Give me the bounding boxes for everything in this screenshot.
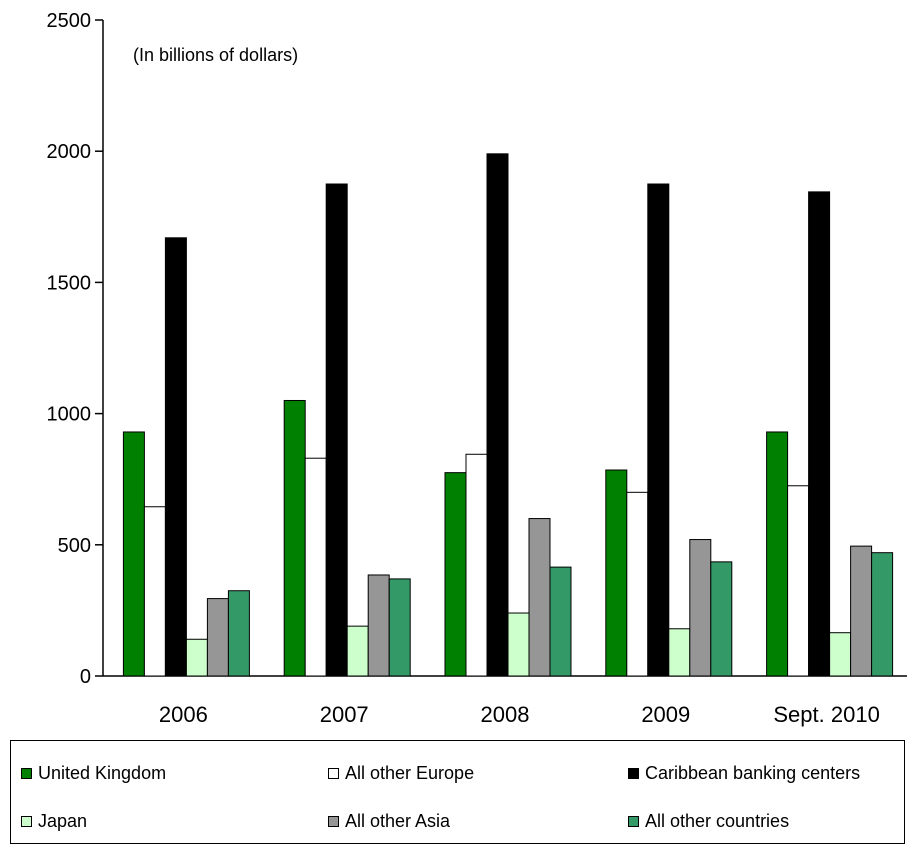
legend-swatch (328, 816, 339, 827)
legend-label: United Kingdom (38, 763, 167, 783)
bar (185, 638, 208, 677)
units-note: (In billions of dollars) (133, 45, 298, 65)
bar (486, 153, 509, 677)
bar (206, 598, 229, 677)
bar (647, 183, 670, 677)
legend-item: Caribbean banking centers (628, 763, 860, 784)
bar (444, 472, 467, 677)
legend-label: Japan (38, 811, 88, 831)
bar (605, 469, 628, 677)
legend: United Kingdom All other Europe Caribbean … (10, 740, 905, 844)
legend-label: All other countries (645, 811, 790, 831)
bar (871, 552, 894, 677)
legend-swatch (628, 768, 639, 779)
bar (626, 491, 649, 677)
legend-item: United Kingdom (21, 763, 166, 784)
bar (304, 457, 327, 677)
x-tick-label: Sept. 2010 (773, 702, 879, 727)
bar (465, 453, 488, 677)
legend-item: All other Asia (328, 811, 450, 832)
bar (507, 612, 530, 677)
y-tick-label: 2000 (47, 141, 92, 163)
y-axis: 0 500 1000 1500 2000 2500 (47, 10, 104, 688)
bar (808, 191, 831, 677)
y-tick-label: 1500 (47, 272, 92, 294)
bar (346, 625, 369, 677)
bar (143, 506, 166, 677)
chart: 0 500 1000 1500 2000 2500 2006 2007 2008 2009 Sep… (47, 10, 907, 727)
legend-item: All other countries (628, 811, 789, 832)
bar (710, 561, 733, 677)
bar (766, 431, 789, 677)
legend-swatch (21, 816, 32, 827)
bar (283, 399, 306, 677)
bar (787, 485, 810, 677)
bar (367, 574, 390, 677)
bar (227, 590, 250, 677)
y-tick-label: 1000 (47, 404, 92, 426)
x-tick-label: 2009 (641, 702, 690, 727)
bar (388, 578, 411, 677)
x-tick-label: 2006 (159, 702, 208, 727)
bar (850, 545, 873, 677)
x-tick-label: 2007 (320, 702, 369, 727)
legend-swatch (21, 768, 32, 779)
bar (829, 632, 852, 677)
legend-item: Japan (21, 811, 87, 832)
y-tick-label: 0 (80, 666, 91, 688)
legend-label: All other Asia (345, 811, 451, 831)
legend-swatch (328, 768, 339, 779)
x-axis: 2006 2007 2008 2009 Sept. 2010 (103, 675, 907, 727)
bar (122, 431, 145, 677)
bar (325, 183, 348, 677)
legend-swatch (628, 816, 639, 827)
y-tick-label: 500 (58, 535, 91, 557)
bar (528, 518, 551, 677)
legend-label: Caribbean banking centers (645, 763, 861, 783)
bar (668, 628, 691, 677)
x-tick-label: 2008 (481, 702, 530, 727)
legend-label: All other Europe (345, 763, 475, 783)
y-tick-label: 2500 (47, 10, 92, 32)
legend-item: All other Europe (328, 763, 474, 784)
bars (122, 153, 894, 677)
bar (549, 566, 572, 677)
bar (689, 539, 712, 677)
bar (164, 237, 187, 677)
